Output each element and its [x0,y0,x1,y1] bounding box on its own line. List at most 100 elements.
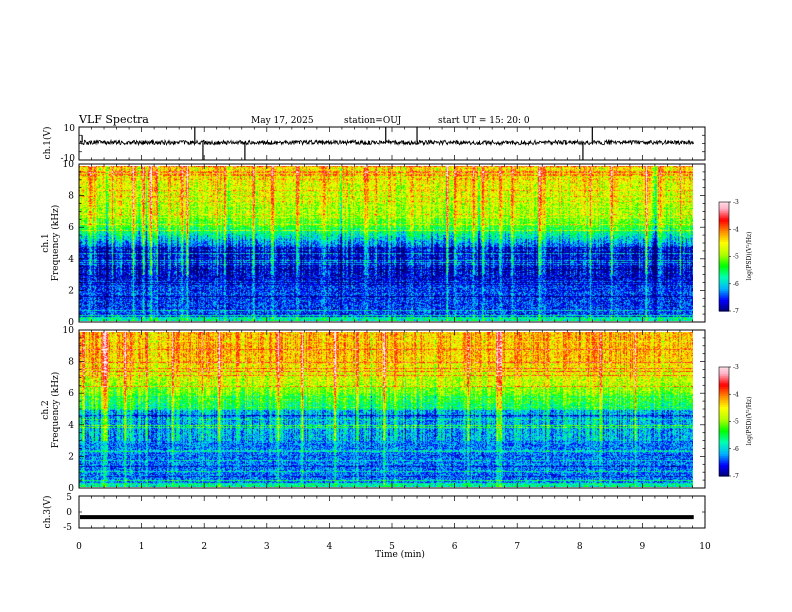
colorbar-tick-label: -3 [733,364,739,371]
colorbar-segment [719,372,729,375]
colorbar-segment [719,446,729,450]
ch2-spectrogram-ylabel-frequency: Frequency (kHz) [50,372,61,449]
colorbar-ch1-gradient [718,201,730,312]
x-axis-label: Time (min) [375,549,425,560]
x-tick-label: 8 [577,542,583,552]
colorbar-segment [719,209,729,212]
colorbar-tick-label: -5 [733,254,739,261]
colorbar-segment [719,466,729,470]
ch1-waveform-ticks [78,126,706,161]
y-tick-label: 0 [68,484,74,494]
colorbar-segment [719,265,729,268]
colorbar-segment [719,456,729,459]
colorbar-segment [719,417,729,421]
y-tick-label: 4 [68,255,74,265]
colorbar-segment [719,292,729,296]
colorbar-segment [719,229,729,232]
colorbar-segment [719,234,729,238]
colorbar-segment [719,392,729,395]
colorbar-segment [719,408,729,412]
x-axis-tick-labels: 0 1 2 3 4 5 6 7 8 9 10 [76,542,711,552]
colorbar-tick-label: -4 [733,226,739,233]
colorbar-segment [719,474,729,477]
x-tick-label: 0 [76,542,82,552]
colorbar-tick-label: -7 [733,308,739,315]
colorbar-segment [719,298,729,301]
colorbar-segment [719,416,729,419]
x-tick-label: 5 [389,542,395,552]
colorbar-segment [719,461,729,464]
colorbar-segment [719,376,729,379]
colorbar-segment [719,385,729,388]
figure-station: station=OUJ [344,116,402,126]
colorbar-segment [719,379,729,383]
colorbar-segment [719,403,729,406]
colorbar-segment [719,214,729,218]
y-tick-label: 6 [68,223,74,233]
colorbar-segment [719,452,729,455]
colorbar-segment [719,285,729,288]
colorbar-segment [719,300,729,303]
x-tick-label: 6 [452,542,458,552]
colorbar-segment [719,240,729,243]
colorbar-segment [719,291,729,294]
colorbar-segment [719,454,729,457]
x-tick-label: 7 [514,542,520,552]
colorbar-segment [719,381,729,384]
colorbar-segment [719,276,729,279]
ch3-ytick-top: 5 [66,493,72,503]
colorbar-segment [719,414,729,417]
colorbar-segment [719,216,729,219]
colorbar-segment [719,223,729,227]
colorbar-segment [719,419,729,423]
colorbar-segment [719,406,729,410]
colorbar-segment [719,448,729,452]
colorbar-segment [719,463,729,466]
colorbar-segment [719,221,729,225]
colorbar-segment [719,243,729,247]
colorbar-segment [719,231,729,234]
ch1-spectrogram-ticks [78,163,706,323]
colorbar-segment [719,274,729,278]
figure-start-time: start UT = 15: 20: 0 [438,116,530,126]
colorbar-segment [719,434,729,437]
colorbar-segment [719,207,729,210]
colorbar-ch1-label: log(PSD)(V²/Hz) [746,232,753,281]
ch3-waveform-ticks [78,495,706,529]
colorbar-segment [719,283,729,287]
colorbar-segment [719,410,729,414]
colorbar-segment [719,436,729,439]
colorbar-segment [719,309,729,312]
panel-ch3-waveform: 5 0 -5 ch.3(V) [42,493,706,533]
colorbar-segment [719,397,729,401]
colorbar-tick-label: -7 [733,473,739,480]
colorbar-segment [719,238,729,241]
colorbar-segment [719,212,729,216]
x-tick-label: 10 [699,542,711,552]
colorbar-segment [719,388,729,392]
colorbar-segment [719,465,729,468]
colorbar-segment [719,368,729,372]
colorbar-segment [719,278,729,281]
colorbar-segment [719,439,729,443]
colorbar-segment [719,399,729,403]
colorbar-segment [719,205,729,209]
colorbar-segment [719,428,729,432]
y-tick-label: 10 [63,326,75,336]
colorbar-segment [719,294,729,298]
colorbar-segment [719,377,729,381]
colorbar-segment [719,383,729,386]
colorbar-segment [719,303,729,307]
colorbar-segment [719,232,729,236]
colorbar-ch2: -3 -4 -5 -6 -7 log(PSD)(V²/Hz) [718,364,753,480]
colorbar-segment [719,394,729,397]
colorbar-segment [719,236,729,239]
y-tick-label: 0 [68,318,74,328]
panel-ch1-spectrogram: 0 2 4 6 8 10 ch.1 Frequency (kHz) [41,160,706,328]
colorbar-tick-label: -6 [733,446,739,453]
y-tick-label: 8 [68,192,74,202]
ch2-spectrogram-ytick-labels: 0 2 4 6 8 10 [63,326,75,494]
colorbar-segment [719,269,729,272]
colorbar-segment [719,261,729,265]
